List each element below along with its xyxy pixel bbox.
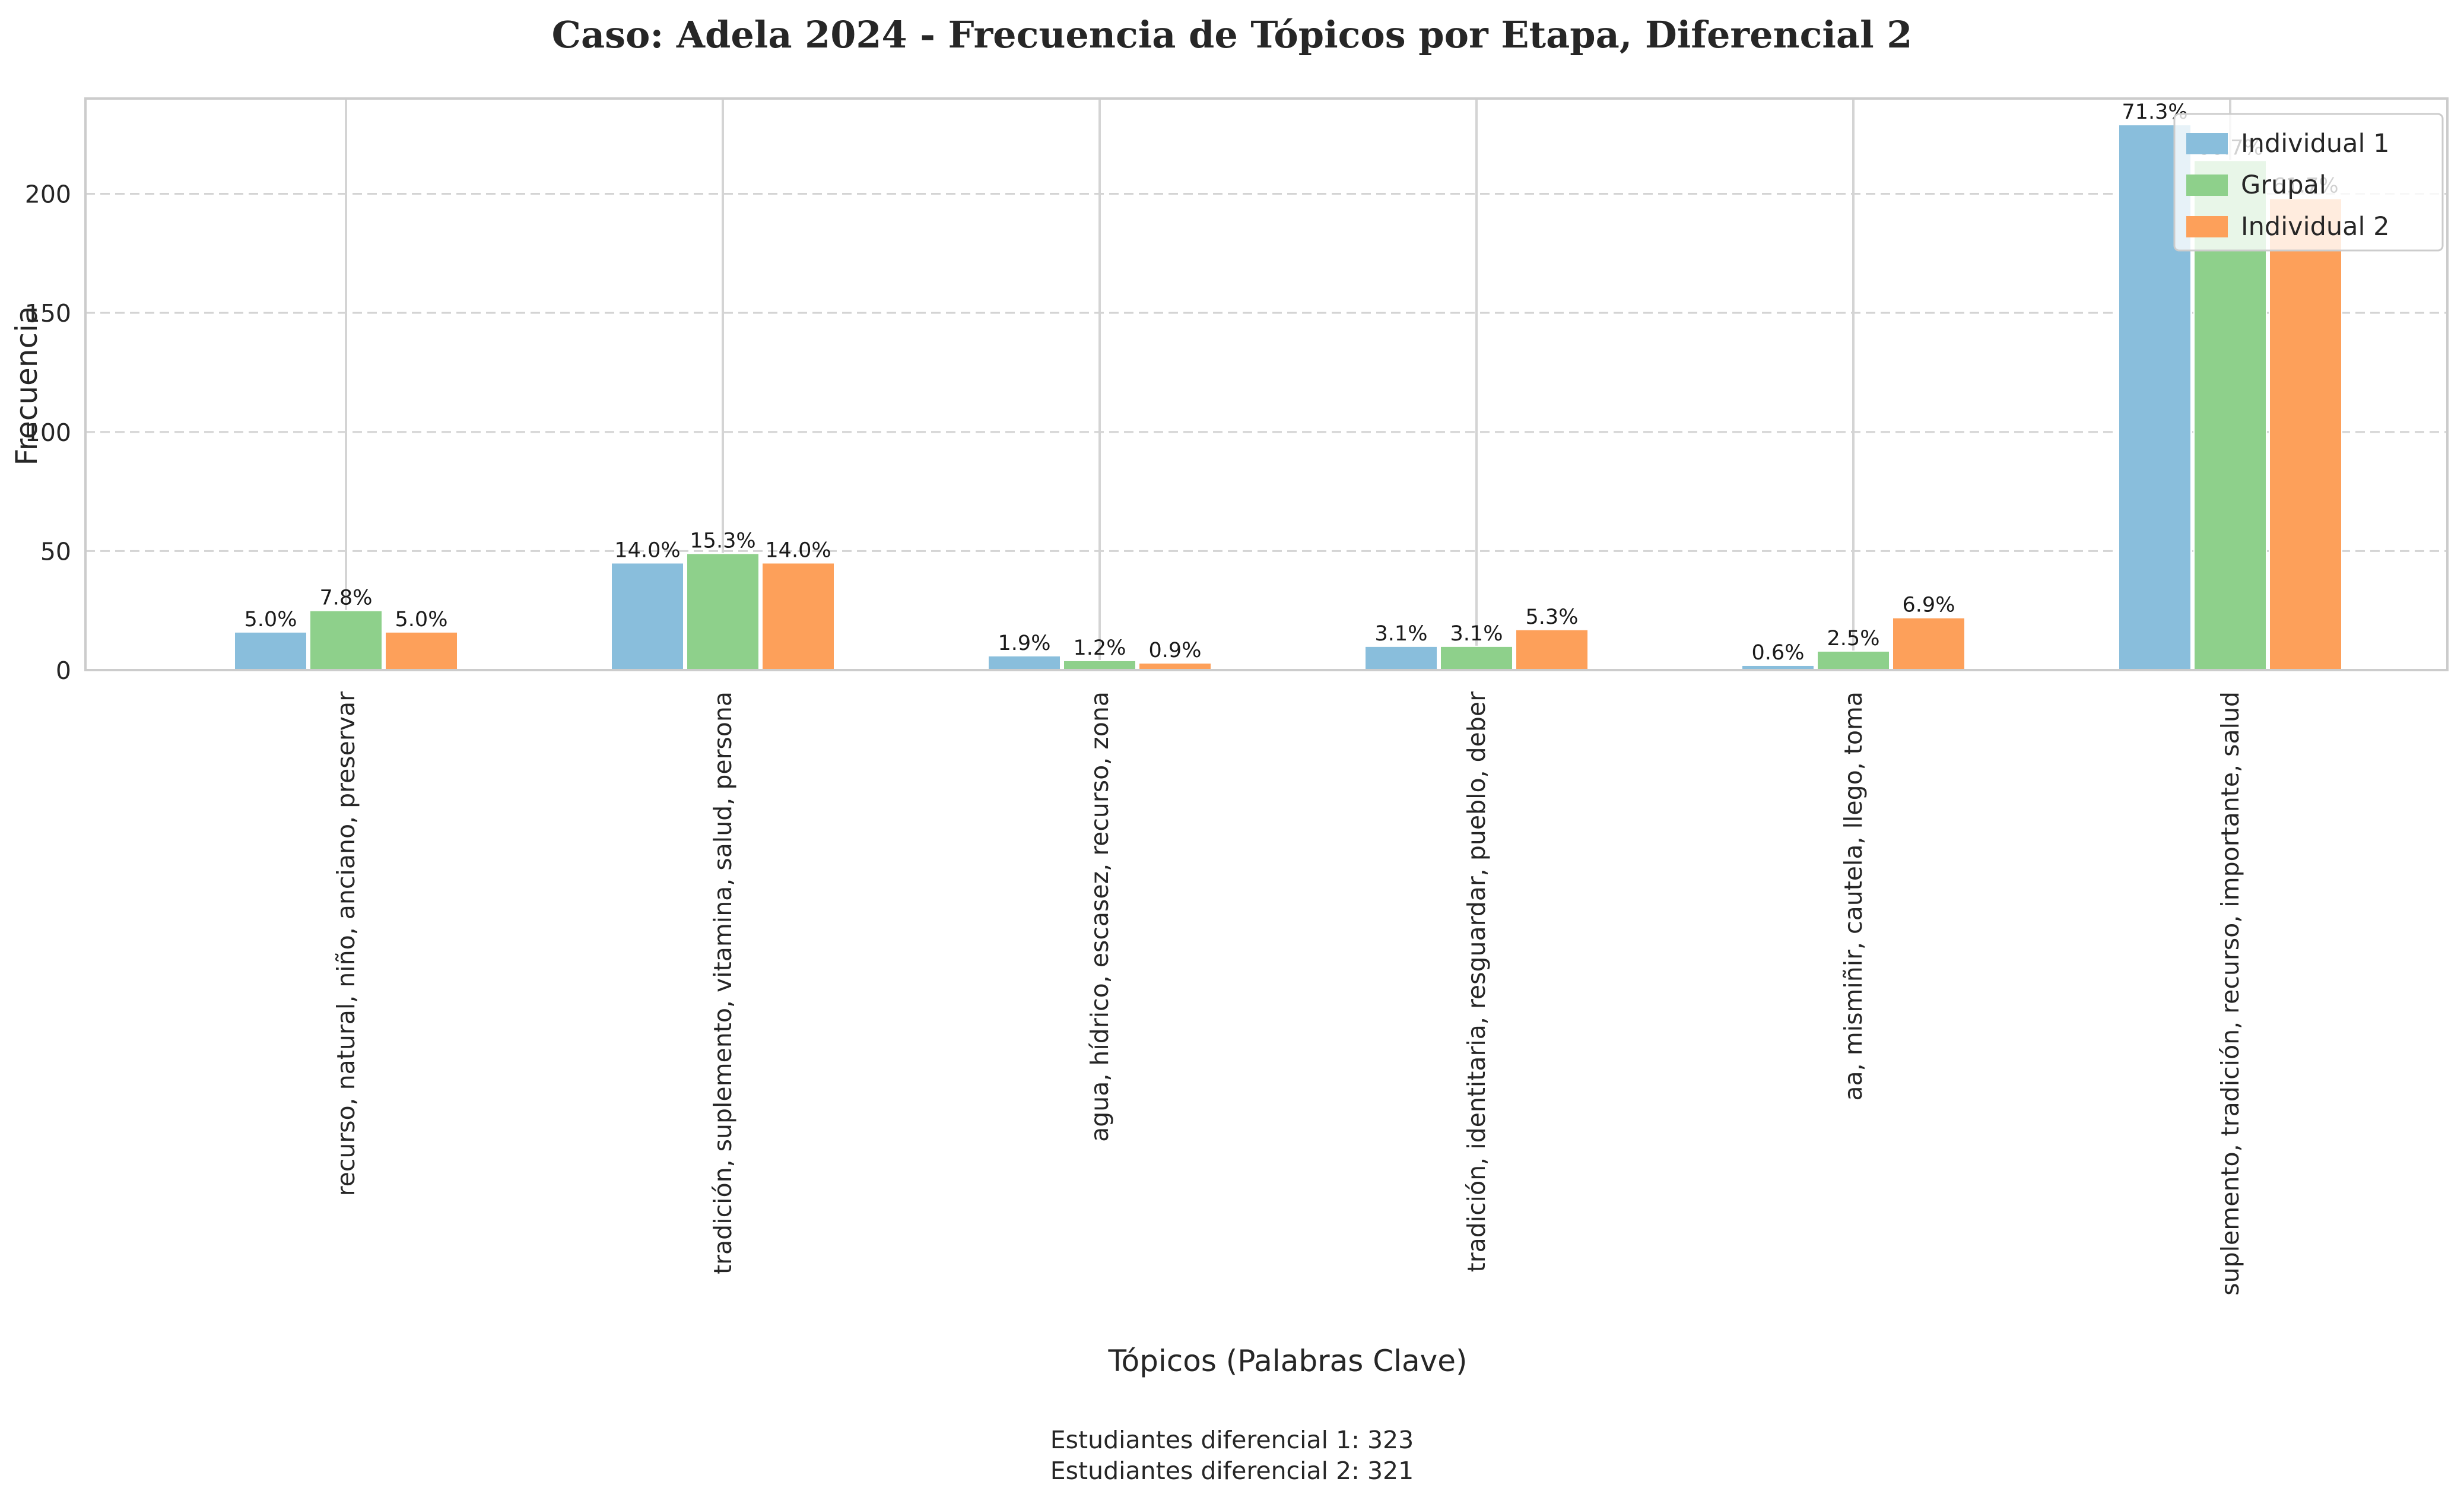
- bar-data-label: 14.0%: [614, 538, 680, 562]
- bars-layer: [234, 124, 2342, 671]
- bar-data-label: 3.1%: [1450, 622, 1503, 646]
- bar-data-label: 15.3%: [690, 529, 755, 553]
- bar-data-label: 1.9%: [998, 632, 1051, 655]
- bar-data-label: 7.8%: [320, 586, 373, 610]
- legend-box: [2173, 113, 2444, 252]
- bar: [234, 631, 307, 671]
- axes-layer: 0 50 100 150 200 recurso, natural, niño, anci…: [25, 97, 2449, 1296]
- legend-label: Grupal: [2241, 170, 2326, 200]
- legend-label: Individual 1: [2241, 129, 2389, 158]
- x-tick-label: suplemento, tradición, recurso, importan…: [2216, 691, 2244, 1296]
- bar-data-label: 5.0%: [245, 608, 297, 632]
- y-axis-label: Frecuencia: [9, 306, 44, 466]
- bar-data-label: 0.9%: [1149, 639, 1202, 662]
- plot-frame: [84, 97, 2449, 671]
- x-tick-label: agua, hídrico, escasez, recurso, zona: [1085, 691, 1114, 1142]
- bar-data-label: 0.6%: [1752, 641, 1805, 665]
- bar: [2269, 198, 2342, 671]
- bar-data-label: 5.0%: [395, 608, 448, 632]
- y-tick-label: 50: [40, 537, 71, 566]
- bar: [761, 562, 835, 671]
- footnote-line-1: Estudiantes diferencial 1: 323: [1050, 1426, 1414, 1454]
- bar: [611, 562, 684, 671]
- x-tick-label: aa, mismiñir, cautela, llego, toma: [1839, 691, 1868, 1101]
- y-tick-label: 150: [25, 299, 71, 328]
- bar-data-label: 2.5%: [1827, 627, 1880, 651]
- bar: [1063, 659, 1136, 671]
- bar: [1892, 617, 1966, 671]
- bar: [1364, 645, 1438, 671]
- footnote-line-2: Estudiantes diferencial 2: 321: [1050, 1457, 1414, 1485]
- x-tick-label: tradición, suplemento, vitamina, salud, …: [709, 691, 737, 1274]
- legend-label: Individual 2: [2241, 212, 2389, 242]
- bar: [1515, 629, 1589, 671]
- y-tick-label: 200: [25, 180, 71, 209]
- bar-data-label: 3.1%: [1375, 622, 1428, 646]
- legend-swatch: [2186, 216, 2228, 237]
- bar-data-label: 6.9%: [1903, 594, 1955, 617]
- bar-data-label: 14.0%: [765, 538, 831, 562]
- bar-data-label: 1.2%: [1074, 636, 1126, 660]
- x-tick-label: recurso, natural, niño, anciano, preserv…: [332, 691, 360, 1197]
- chart-title: Caso: Adela 2024 - Frecuencia de Tópicos…: [552, 13, 1913, 56]
- y-tick-label: 100: [25, 418, 71, 447]
- x-tick-label: tradición, identitaria, resguardar, pueb…: [1462, 691, 1491, 1272]
- legend-swatch: [2186, 175, 2228, 196]
- legend-swatch: [2186, 133, 2228, 154]
- bar: [309, 610, 383, 671]
- bar: [1817, 650, 1890, 671]
- bar: [686, 553, 760, 671]
- bar: [385, 631, 458, 671]
- bar-data-label: 5.3%: [1526, 605, 1579, 629]
- bar: [1440, 645, 1513, 671]
- y-tick-label: 0: [56, 656, 71, 685]
- legend: Individual 1 Grupal Individual 2: [2173, 113, 2444, 252]
- x-axis-label: Tópicos (Palabras Clave): [1107, 1344, 1467, 1378]
- bar: [987, 655, 1061, 671]
